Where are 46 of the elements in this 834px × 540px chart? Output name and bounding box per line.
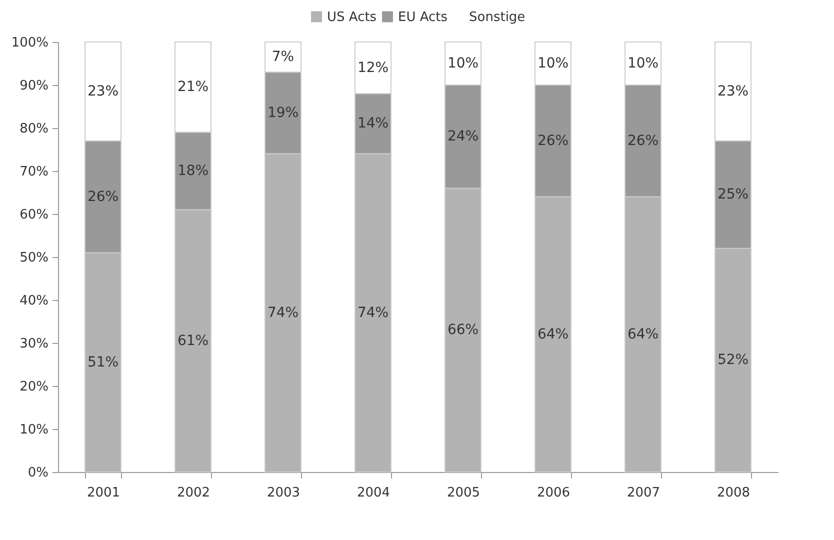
- x-tick-label: 2005: [446, 486, 480, 500]
- y-tick-label: 0%: [28, 466, 48, 480]
- data-label: 10%: [447, 56, 479, 72]
- data-label: 24%: [447, 128, 479, 145]
- data-label: 19%: [267, 104, 299, 121]
- legend-label: EU Acts: [398, 10, 448, 25]
- y-tick-label: 20%: [20, 380, 48, 394]
- data-label: 64%: [537, 326, 569, 342]
- x-tick-label: 2006: [536, 486, 570, 500]
- data-label: 10%: [537, 56, 569, 72]
- data-label: 61%: [177, 332, 209, 349]
- series-label: Sonstige: [469, 10, 526, 25]
- x-tick-label: 2004: [356, 486, 390, 500]
- data-label: 74%: [357, 304, 389, 321]
- data-label: 66%: [447, 322, 479, 338]
- data-label: 64%: [627, 326, 659, 342]
- data-label: 18%: [177, 163, 209, 179]
- data-label: 74%: [267, 304, 299, 321]
- y-tick-label: 60%: [20, 208, 48, 222]
- data-label: 26%: [627, 132, 659, 149]
- data-label: 26%: [87, 188, 119, 205]
- x-tick-label: 2008: [716, 486, 750, 500]
- data-label: 7%: [272, 49, 294, 66]
- x-tick-label: 2003: [266, 486, 300, 500]
- data-label: 25%: [717, 186, 749, 203]
- data-label: 23%: [87, 83, 119, 100]
- data-label: 51%: [87, 354, 119, 370]
- y-tick-label: 30%: [20, 336, 48, 352]
- x-tick-label: 2007: [626, 486, 660, 500]
- data-label: 52%: [717, 352, 749, 368]
- y-tick-label: 40%: [20, 294, 48, 308]
- data-label: 10%: [627, 56, 659, 72]
- data-label: 23%: [717, 83, 749, 100]
- y-tick-label: 10%: [20, 422, 48, 438]
- x-tick-label: 2002: [176, 486, 210, 500]
- y-tick-label: 80%: [20, 122, 48, 136]
- data-label: 21%: [177, 79, 209, 96]
- data-label: 26%: [537, 132, 569, 149]
- y-tick-label: 100%: [11, 36, 48, 50]
- x-tick-label: 2001: [86, 486, 120, 500]
- y-tick-label: 90%: [20, 78, 48, 94]
- legend-label: US Acts: [327, 10, 377, 25]
- data-label: 14%: [357, 116, 389, 132]
- y-tick-label: 50%: [20, 250, 48, 266]
- y-tick-label: 70%: [20, 164, 48, 180]
- data-label: 12%: [357, 60, 389, 76]
